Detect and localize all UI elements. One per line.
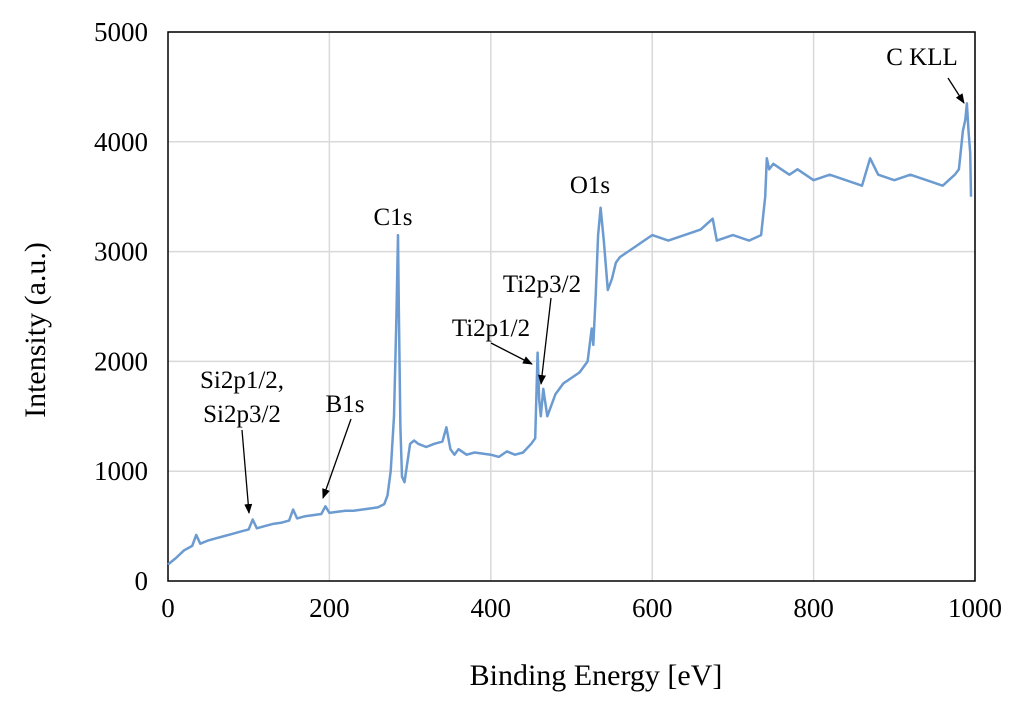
annotation-arrow [490, 342, 533, 365]
spectrum-line [167, 102, 973, 566]
peak-label: O1s [570, 172, 610, 199]
y-tick-label: 5000 [94, 17, 148, 47]
y-tick-label: 0 [135, 566, 149, 596]
x-tick-label: 400 [471, 593, 512, 623]
x-tick-label: 1000 [948, 593, 1002, 623]
annotation-arrow [538, 297, 552, 385]
peak-label: C KLL [886, 44, 958, 71]
axes-layer: 0 200 400 600 800 1000 0 1000 2000 3000 4000 5000 [94, 17, 1002, 623]
y-tick-label: 2000 [94, 346, 148, 376]
peak-label: C1s [374, 204, 413, 231]
x-tick-label: 200 [309, 593, 350, 623]
plot-frame [167, 31, 976, 582]
x-tick-label: 0 [161, 593, 175, 623]
series-layer [167, 102, 973, 566]
y-axis-label: Intensity (a.u.) [19, 242, 52, 418]
peak-label: Si2p3/2 [203, 401, 281, 428]
y-tick-label: 1000 [94, 456, 148, 486]
x-tick-label: 600 [632, 593, 673, 623]
grid-layer [168, 31, 976, 581]
annotation-arrow [947, 77, 965, 104]
annotation-arrow [241, 429, 253, 514]
peak-label: B1s [326, 391, 365, 418]
y-tick-label: 4000 [94, 127, 148, 157]
peak-label: Ti2p1/2 [452, 315, 530, 342]
annotation-arrow [322, 418, 352, 499]
annotations-layer: C1s O1s Ti2p3/2 Ti2p1/2 B1s Si2p1/2, Si2p3/2 C … [200, 44, 965, 514]
peak-label: Ti2p3/2 [503, 271, 581, 298]
peak-label: Si2p1/2, [200, 367, 284, 394]
x-axis-label: Binding Energy [eV] [470, 659, 723, 692]
x-tick-label: 800 [793, 593, 834, 623]
y-tick-label: 3000 [94, 237, 148, 267]
